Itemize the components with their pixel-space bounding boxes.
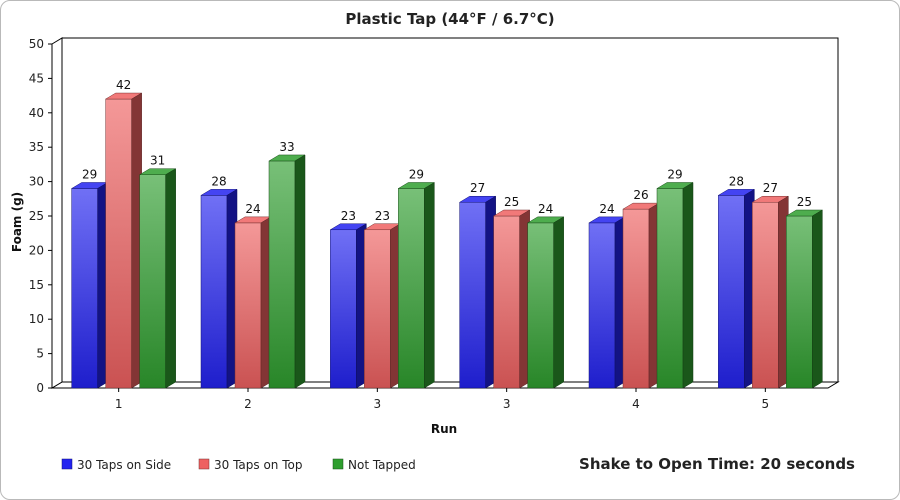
y-tick-label: 0 xyxy=(36,381,44,395)
bar xyxy=(717,188,756,389)
bar xyxy=(656,182,694,389)
legend: 30 Taps on Side 30 Taps on Top Not Tapped xyxy=(61,458,416,472)
data-label: 25 xyxy=(504,195,519,209)
bar xyxy=(458,195,497,389)
bar xyxy=(70,182,109,389)
data-label: 24 xyxy=(245,202,260,216)
x-axis: 1 2 3 3 4 5 xyxy=(115,388,769,411)
bar xyxy=(397,182,436,389)
plot-back-wall xyxy=(61,37,839,383)
x-tick-label: 5 xyxy=(762,397,770,411)
legend-item: 30 Taps on Side xyxy=(61,458,171,472)
bar xyxy=(622,202,660,389)
legend-label: 30 Taps on Top xyxy=(214,458,302,472)
bar xyxy=(268,154,306,389)
plot-side-wall xyxy=(51,37,63,389)
legend-label: 30 Taps on Side xyxy=(77,458,171,472)
legend-swatch xyxy=(61,458,73,470)
bar xyxy=(363,223,402,389)
x-tick-label: 3 xyxy=(503,397,511,411)
y-tick-label: 15 xyxy=(29,278,44,292)
y-axis-title: Foam (g) xyxy=(10,192,24,252)
legend-item: 30 Taps on Top xyxy=(198,458,302,472)
y-tick-label: 35 xyxy=(29,140,44,154)
x-axis-title: Run xyxy=(431,422,457,436)
data-label: 23 xyxy=(375,209,390,223)
y-tick-label: 10 xyxy=(29,312,44,326)
data-label: 26 xyxy=(633,188,648,202)
data-label: 29 xyxy=(667,167,682,181)
y-tick-label: 25 xyxy=(29,209,44,223)
bar-series-group: 29 42 31 28 24 33 23 23 29 27 25 24 24 26 29 28 27 25 xyxy=(70,78,824,389)
y-tick-label: 5 xyxy=(36,347,44,361)
x-tick-label: 4 xyxy=(632,397,640,411)
data-label: 29 xyxy=(82,167,97,181)
data-label: 27 xyxy=(470,181,485,195)
bar xyxy=(785,209,824,389)
data-label: 27 xyxy=(763,181,778,195)
data-label: 33 xyxy=(279,140,294,154)
x-tick-label: 2 xyxy=(244,397,252,411)
data-label: 25 xyxy=(797,195,812,209)
y-tick-label: 40 xyxy=(29,106,44,120)
bar xyxy=(526,216,565,389)
bar xyxy=(104,92,143,389)
x-tick-label: 1 xyxy=(115,397,123,411)
x-tick-label: 3 xyxy=(374,397,382,411)
y-tick-label: 30 xyxy=(29,175,44,189)
bar xyxy=(751,195,790,389)
data-label: 29 xyxy=(409,167,424,181)
y-tick-label: 50 xyxy=(29,37,44,51)
y-axis: 0 5 10 15 20 25 30 35 40 45 50 xyxy=(29,37,52,395)
data-label: 28 xyxy=(729,174,744,188)
data-label: 31 xyxy=(150,154,165,168)
chart-title: Plastic Tap (44°F / 6.7°C) xyxy=(345,10,554,28)
bar xyxy=(588,216,626,389)
data-label: 24 xyxy=(538,202,553,216)
data-label: 42 xyxy=(116,78,131,92)
legend-swatch xyxy=(198,458,210,470)
data-label: 28 xyxy=(211,174,226,188)
legend-label: Not Tapped xyxy=(348,458,416,472)
shake-time-note: Shake to Open Time: 20 seconds xyxy=(579,455,855,473)
legend-swatch xyxy=(332,458,344,470)
data-label: 23 xyxy=(341,209,356,223)
y-tick-label: 20 xyxy=(29,243,44,257)
bar xyxy=(329,223,368,389)
bar xyxy=(200,188,238,389)
bar xyxy=(138,168,177,389)
legend-item: Not Tapped xyxy=(332,458,416,472)
plot-area xyxy=(50,37,840,389)
data-label: 24 xyxy=(599,202,614,216)
y-tick-label: 45 xyxy=(29,71,44,85)
bar xyxy=(234,216,272,389)
bar xyxy=(492,209,531,389)
